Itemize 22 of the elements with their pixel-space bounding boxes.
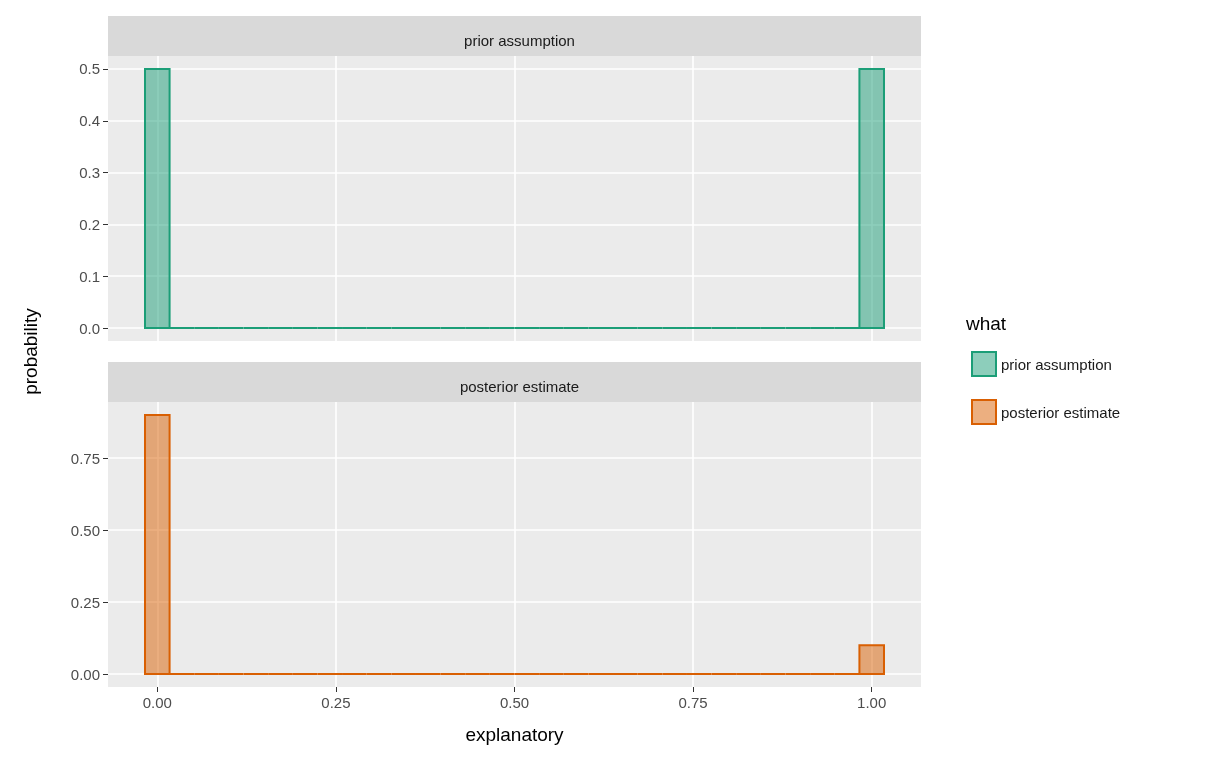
x-tick-label: 1.00	[857, 694, 887, 711]
legend-title: what	[965, 313, 1007, 334]
x-tick-label: 0.00	[142, 694, 172, 711]
x-axis-title: explanatory	[465, 724, 565, 745]
y-tick-label: 0.5	[79, 60, 100, 78]
y-tick-label: 0.0	[79, 319, 100, 337]
y-tick-label: 0.50	[70, 521, 100, 539]
y-tick-label: 0.2	[79, 215, 100, 233]
chart-title: posterior estimate	[459, 378, 580, 395]
legend-label: posterior estimate	[1001, 403, 1121, 421]
chart-title: prior assumption	[464, 32, 575, 49]
x-tick-label: 0.25	[321, 694, 351, 711]
y-tick-label: 0.75	[70, 449, 100, 467]
legend-label: prior assumption	[1001, 355, 1112, 373]
y-tick-label: 0.1	[79, 267, 100, 285]
x-tick-label: 0.50	[499, 694, 530, 711]
y-axis-title: probability	[19, 307, 41, 395]
y-tick-label: 0.00	[70, 665, 100, 683]
x-tick-label: 0.75	[678, 694, 708, 711]
y-tick-label: 0.25	[70, 593, 100, 611]
y-tick-label: 0.3	[79, 164, 100, 182]
y-tick-label: 0.4	[79, 112, 100, 130]
